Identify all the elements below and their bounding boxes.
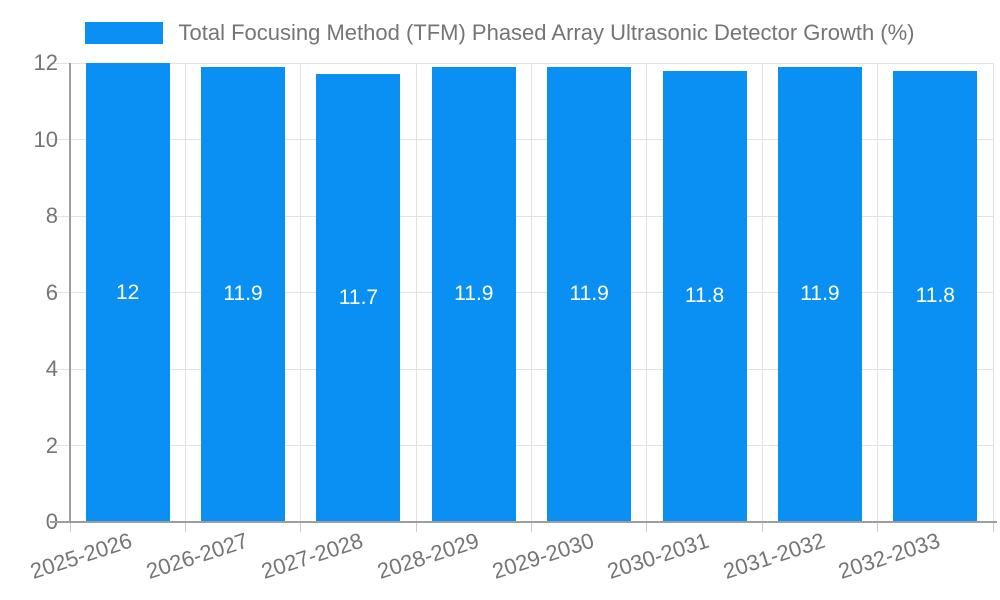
x-tick-mark <box>69 522 71 532</box>
x-tick-mark <box>646 522 648 532</box>
bar <box>85 63 170 522</box>
bar <box>201 66 286 522</box>
x-gridline <box>300 63 302 522</box>
x-gridline <box>531 63 532 522</box>
y-axis-tick-label: 8 <box>45 203 58 228</box>
x-tick-mark <box>184 522 186 532</box>
bar-value-label: 11.9 <box>454 282 494 306</box>
x-tick-mark <box>531 522 532 532</box>
y-tick-mark <box>50 215 70 217</box>
bar-value-label: 12 <box>116 280 140 304</box>
bar-value-label: 11.8 <box>684 284 725 308</box>
x-axis-tick-label: 2025-2026 <box>27 527 136 584</box>
x-tick-mark <box>761 522 763 532</box>
y-axis-tick-label: 6 <box>45 279 58 305</box>
y-axis-tick-label: 4 <box>45 356 58 381</box>
x-tick-mark <box>415 522 417 532</box>
bar <box>431 66 516 522</box>
y-tick-mark <box>50 139 70 140</box>
bar-value-label: 11.7 <box>338 286 379 310</box>
bar <box>777 66 862 522</box>
bar <box>316 74 401 522</box>
bar-value-label: 11.8 <box>915 284 955 308</box>
x-gridline <box>761 63 763 522</box>
y-tick-mark <box>50 292 70 293</box>
x-tick-mark <box>992 522 994 532</box>
x-gridline <box>992 63 994 522</box>
legend-label: Total Focusing Method (TFM) Phased Array… <box>178 20 915 45</box>
bar <box>662 70 747 522</box>
x-axis-tick-label: 2031-2032 <box>719 527 828 584</box>
x-gridline <box>184 63 186 522</box>
bar-value-label: 11.9 <box>800 282 840 306</box>
x-gridline <box>877 63 879 522</box>
x-axis-tick-label: 2027-2028 <box>258 527 367 584</box>
x-gridline <box>415 63 417 522</box>
x-axis-tick-label: 2032-2033 <box>835 527 944 584</box>
y-axis-line <box>68 63 71 522</box>
x-axis-tick-label: 2026-2027 <box>142 527 251 584</box>
x-axis-tick-label: 2029-2030 <box>489 527 597 584</box>
x-gridline <box>646 63 648 522</box>
y-axis-tick-label: 12 <box>33 50 58 75</box>
y-tick-mark <box>50 62 70 64</box>
y-tick-mark <box>50 445 70 446</box>
y-tick-mark <box>50 368 70 370</box>
x-axis-line <box>50 521 997 523</box>
x-tick-mark <box>300 522 302 532</box>
y-axis-tick-label: 10 <box>33 126 58 152</box>
bar <box>893 70 978 522</box>
bar <box>547 66 632 522</box>
bar-value-label: 11.9 <box>569 282 609 306</box>
legend: Total Focusing Method (TFM) Phased Array… <box>0 20 1000 46</box>
x-axis-tick-label: 2030-2031 <box>604 527 713 584</box>
x-tick-mark <box>877 522 879 532</box>
y-axis-tick-label: 2 <box>45 432 58 458</box>
legend-swatch <box>85 22 164 44</box>
x-axis-tick-label: 2028-2029 <box>373 527 482 584</box>
bar-value-label: 11.9 <box>223 282 263 306</box>
